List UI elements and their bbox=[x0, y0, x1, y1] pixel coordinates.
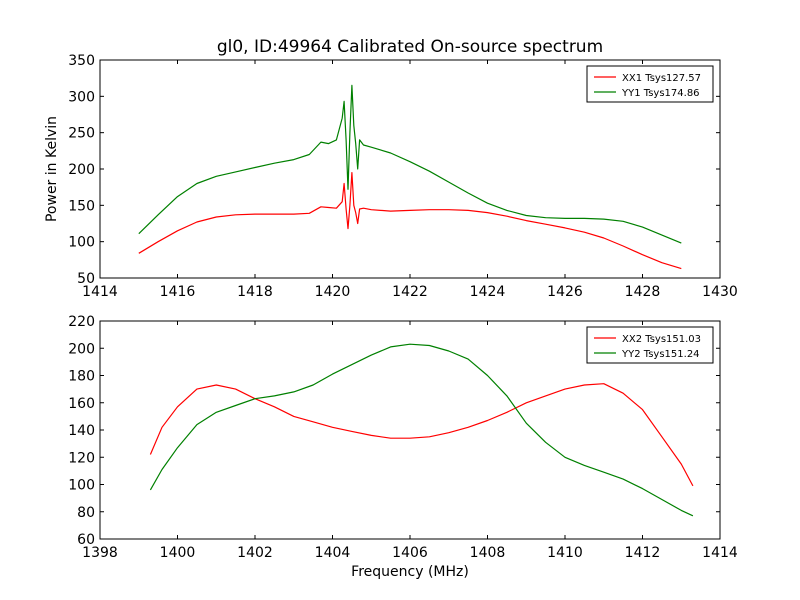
y-axis-label: Power in Kelvin bbox=[44, 116, 60, 222]
x-tick-label: 1416 bbox=[160, 284, 196, 300]
x-tick-label: 1412 bbox=[625, 545, 661, 561]
x-tick-label: 1402 bbox=[237, 545, 273, 561]
x-axis-label: Frequency (MHz) bbox=[351, 564, 469, 580]
y-tick-label: 220 bbox=[68, 314, 95, 330]
y-tick-label: 140 bbox=[68, 423, 95, 439]
chart-title: gl0, ID:49964 Calibrated On-source spect… bbox=[217, 37, 603, 57]
y-tick-label: 80 bbox=[77, 505, 95, 521]
x-tick-label: 1430 bbox=[702, 284, 738, 300]
x-tick-label: 1410 bbox=[547, 545, 583, 561]
x-tick-label: 1420 bbox=[315, 284, 351, 300]
y-tick-label: 100 bbox=[68, 478, 95, 494]
x-tick-label: 1428 bbox=[625, 284, 661, 300]
y-tick-label: 120 bbox=[68, 450, 95, 466]
legend-entry-1: XX2 Tsys151.03 bbox=[622, 334, 701, 345]
y-tick-label: 180 bbox=[68, 369, 95, 385]
y-tick-label: 250 bbox=[68, 126, 95, 142]
legend-entry-2: YY2 Tsys151.24 bbox=[621, 349, 700, 360]
series-line-2 bbox=[138, 84, 682, 244]
y-tick-label: 160 bbox=[68, 396, 95, 412]
x-tick-label: 1404 bbox=[315, 545, 351, 561]
series-line-1 bbox=[138, 172, 682, 270]
x-tick-label: 1406 bbox=[392, 545, 428, 561]
y-tick-label: 100 bbox=[68, 235, 95, 251]
y-tick-label: 350 bbox=[68, 53, 95, 69]
y-tick-label: 150 bbox=[68, 198, 95, 214]
legend: XX1 Tsys127.57 YY1 Tsys174.86 bbox=[586, 65, 714, 103]
x-tick-label: 1400 bbox=[160, 545, 196, 561]
y-tick-label: 50 bbox=[77, 271, 95, 287]
series-line-2 bbox=[149, 343, 694, 517]
x-tick-label: 1398 bbox=[82, 545, 118, 561]
x-tick-label: 1418 bbox=[237, 284, 273, 300]
legend-entry-1: XX1 Tsys127.57 bbox=[622, 73, 701, 84]
x-tick-label: 1422 bbox=[392, 284, 428, 300]
legend: XX2 Tsys151.03 YY2 Tsys151.24 bbox=[586, 326, 714, 364]
legend-box bbox=[586, 65, 714, 103]
y-tick-label: 300 bbox=[68, 89, 95, 105]
bottom-plot: Frequency (MHz) 1398 1400 1402 1404 1406 1408… bbox=[68, 314, 738, 580]
y-tick-label: 60 bbox=[77, 532, 95, 548]
y-tick-label: 200 bbox=[68, 162, 95, 178]
x-tick-label: 1426 bbox=[547, 284, 583, 300]
x-tick-label: 1414 bbox=[702, 545, 738, 561]
legend-box bbox=[586, 326, 714, 364]
x-tick-label: 1424 bbox=[470, 284, 506, 300]
x-tick-label: 1414 bbox=[82, 284, 118, 300]
x-tick-label: 1408 bbox=[470, 545, 506, 561]
top-plot: Power in Kelvin 1414 1416 1418 1420 1422 1424… bbox=[44, 53, 738, 300]
series-line-1 bbox=[149, 383, 694, 487]
y-tick-label: 200 bbox=[68, 341, 95, 357]
legend-entry-2: YY1 Tsys174.86 bbox=[621, 88, 700, 99]
